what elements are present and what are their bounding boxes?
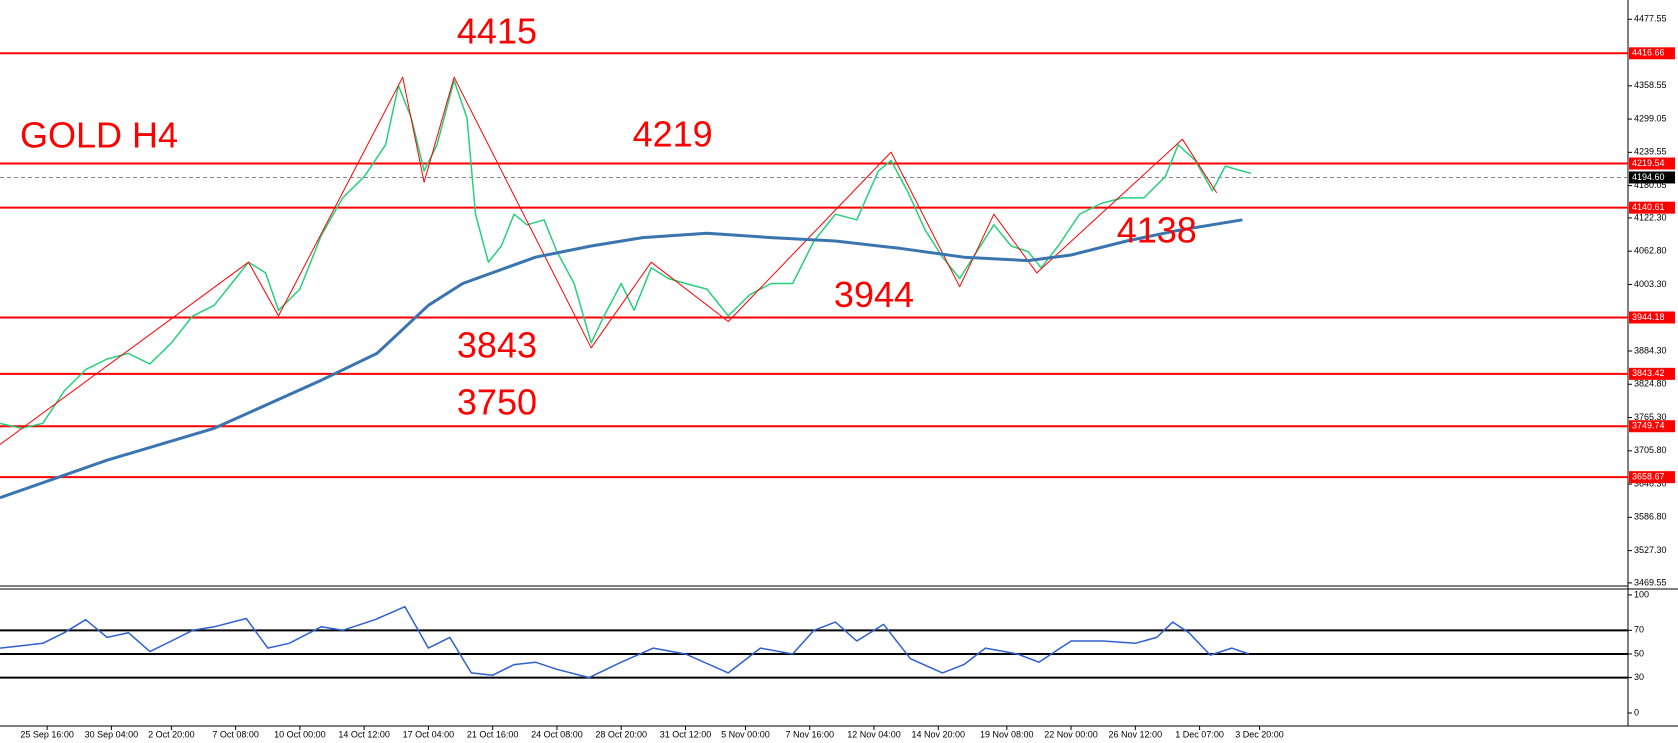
annotation: 4415 xyxy=(457,11,537,52)
y-tick-label: 50 xyxy=(1634,648,1644,658)
x-tick-label: 19 Nov 08:00 xyxy=(980,729,1034,739)
level-label: 3749.74 xyxy=(1632,421,1665,431)
x-tick-label: 7 Nov 16:00 xyxy=(785,729,834,739)
y-tick-label: 4003.30 xyxy=(1634,279,1667,289)
x-tick-label: 12 Nov 04:00 xyxy=(847,729,901,739)
x-tick-label: 14 Oct 12:00 xyxy=(338,729,390,739)
y-tick-label: 3586.80 xyxy=(1634,512,1667,522)
level-label: 4140.61 xyxy=(1632,202,1665,212)
y-tick-label: 3705.80 xyxy=(1634,445,1667,455)
level-label-box xyxy=(1629,471,1675,484)
level-label-box xyxy=(1629,367,1675,380)
series-line xyxy=(0,79,1252,430)
level-label: 3944.18 xyxy=(1632,312,1665,322)
level-label: 4416.66 xyxy=(1632,48,1665,58)
series-line xyxy=(0,76,1218,445)
y-tick-label: 4477.55 xyxy=(1634,14,1667,24)
y-tick-label: 30 xyxy=(1634,672,1644,682)
price-label: 4194.60 xyxy=(1632,172,1665,182)
annotation: 3944 xyxy=(834,274,914,315)
y-tick-label: 3646.30 xyxy=(1634,478,1667,488)
x-tick-label: 17 Oct 04:00 xyxy=(403,729,455,739)
annotation: 3750 xyxy=(457,381,537,422)
y-tick-label: 3469.55 xyxy=(1634,577,1667,587)
series-line xyxy=(0,218,1243,500)
annotation: 4219 xyxy=(633,114,713,155)
y-tick-label: 3884.30 xyxy=(1634,345,1667,355)
y-tick-label: 4299.05 xyxy=(1634,113,1667,123)
x-tick-label: 1 Dec 07:00 xyxy=(1175,729,1224,739)
x-tick-label: 7 Oct 08:00 xyxy=(212,729,259,739)
y-tick-label: 4122.30 xyxy=(1634,212,1667,222)
x-tick-label: 28 Oct 20:00 xyxy=(595,729,647,739)
y-tick-label: 4358.55 xyxy=(1634,80,1667,90)
series-line xyxy=(0,605,1250,679)
x-tick-label: 30 Sep 04:00 xyxy=(85,729,139,739)
y-tick-label: 3824.80 xyxy=(1634,379,1667,389)
level-label: 4219.54 xyxy=(1632,158,1665,168)
chart-title: GOLD H4 xyxy=(20,115,178,156)
level-label-box xyxy=(1629,420,1675,433)
y-tick-label: 70 xyxy=(1634,625,1644,635)
x-tick-label: 22 Nov 00:00 xyxy=(1044,729,1098,739)
x-tick-label: 21 Oct 16:00 xyxy=(467,729,519,739)
x-tick-label: 31 Oct 12:00 xyxy=(660,729,712,739)
level-label: 3658.67 xyxy=(1632,472,1665,482)
level-label-box xyxy=(1629,311,1675,324)
level-label-box xyxy=(1629,157,1675,170)
annotation: 3843 xyxy=(457,324,537,365)
level-label-box xyxy=(1629,201,1675,214)
price-label-box xyxy=(1629,171,1675,184)
annotation: 4138 xyxy=(1117,210,1197,251)
x-tick-label: 10 Oct 00:00 xyxy=(274,729,326,739)
x-tick-label: 5 Nov 00:00 xyxy=(721,729,770,739)
y-tick-label: 4062.80 xyxy=(1634,246,1667,256)
x-tick-label: 25 Sep 16:00 xyxy=(20,729,74,739)
y-tick-label: 4180.05 xyxy=(1634,180,1667,190)
y-tick-label: 3765.30 xyxy=(1634,412,1667,422)
x-tick-label: 2 Oct 20:00 xyxy=(148,729,195,739)
y-tick-label: 100 xyxy=(1634,589,1649,599)
x-tick-label: 3 Dec 20:00 xyxy=(1235,729,1284,739)
x-tick-label: 26 Nov 12:00 xyxy=(1109,729,1163,739)
y-tick-label: 0 xyxy=(1634,707,1639,717)
x-tick-label: 24 Oct 08:00 xyxy=(531,729,583,739)
y-tick-label: 3527.30 xyxy=(1634,545,1667,555)
x-tick-label: 14 Nov 20:00 xyxy=(911,729,965,739)
level-label: 3843.42 xyxy=(1632,368,1665,378)
y-tick-label: 4239.55 xyxy=(1634,147,1667,157)
level-label-box xyxy=(1629,47,1675,60)
